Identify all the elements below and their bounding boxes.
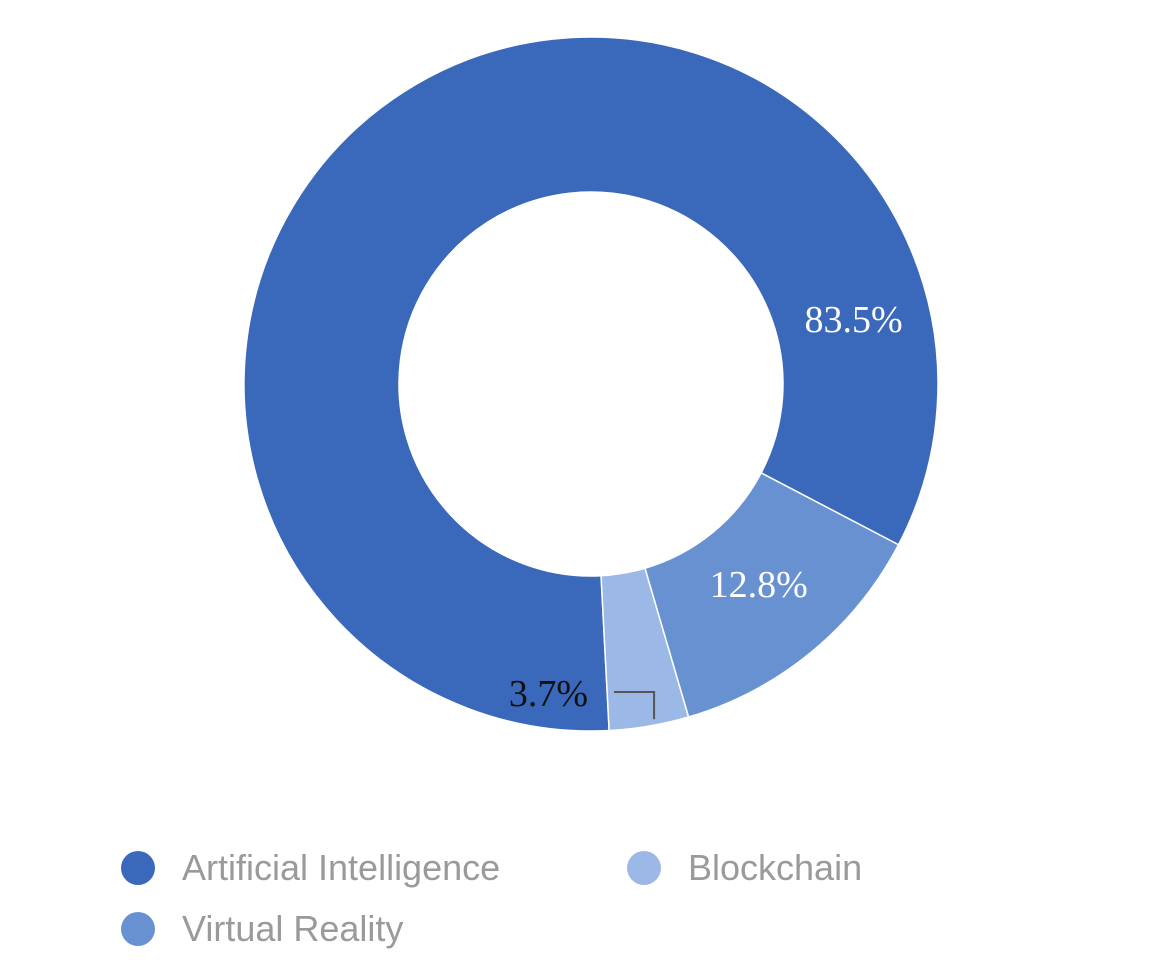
slice-label-virtual-reality: 12.8%	[710, 564, 808, 606]
donut-slices	[243, 36, 939, 732]
slice-labels: 83.5% 12.8% 3.7%	[509, 299, 903, 720]
slice-label-artificial-intelligence: 83.5%	[805, 299, 903, 341]
legend: Artificial Intelligence Blockchain Virtual…	[121, 847, 862, 949]
legend-label-blockchain: Blockchain	[688, 847, 862, 888]
slice-artificial-intelligence	[243, 36, 939, 732]
legend-item-virtual-reality: Virtual Reality	[121, 908, 403, 949]
leader-line-blockchain	[614, 691, 656, 720]
legend-swatch-virtual-reality	[121, 912, 155, 946]
legend-label-virtual-reality: Virtual Reality	[182, 908, 403, 949]
legend-swatch-blockchain	[627, 851, 661, 885]
legend-item-blockchain: Blockchain	[627, 847, 862, 888]
legend-label-artificial-intelligence: Artificial Intelligence	[182, 847, 500, 888]
slice-label-blockchain: 3.7%	[509, 673, 588, 715]
slice-blockchain	[600, 567, 690, 732]
legend-item-artificial-intelligence: Artificial Intelligence	[121, 847, 500, 888]
legend-swatch-artificial-intelligence	[121, 851, 155, 885]
